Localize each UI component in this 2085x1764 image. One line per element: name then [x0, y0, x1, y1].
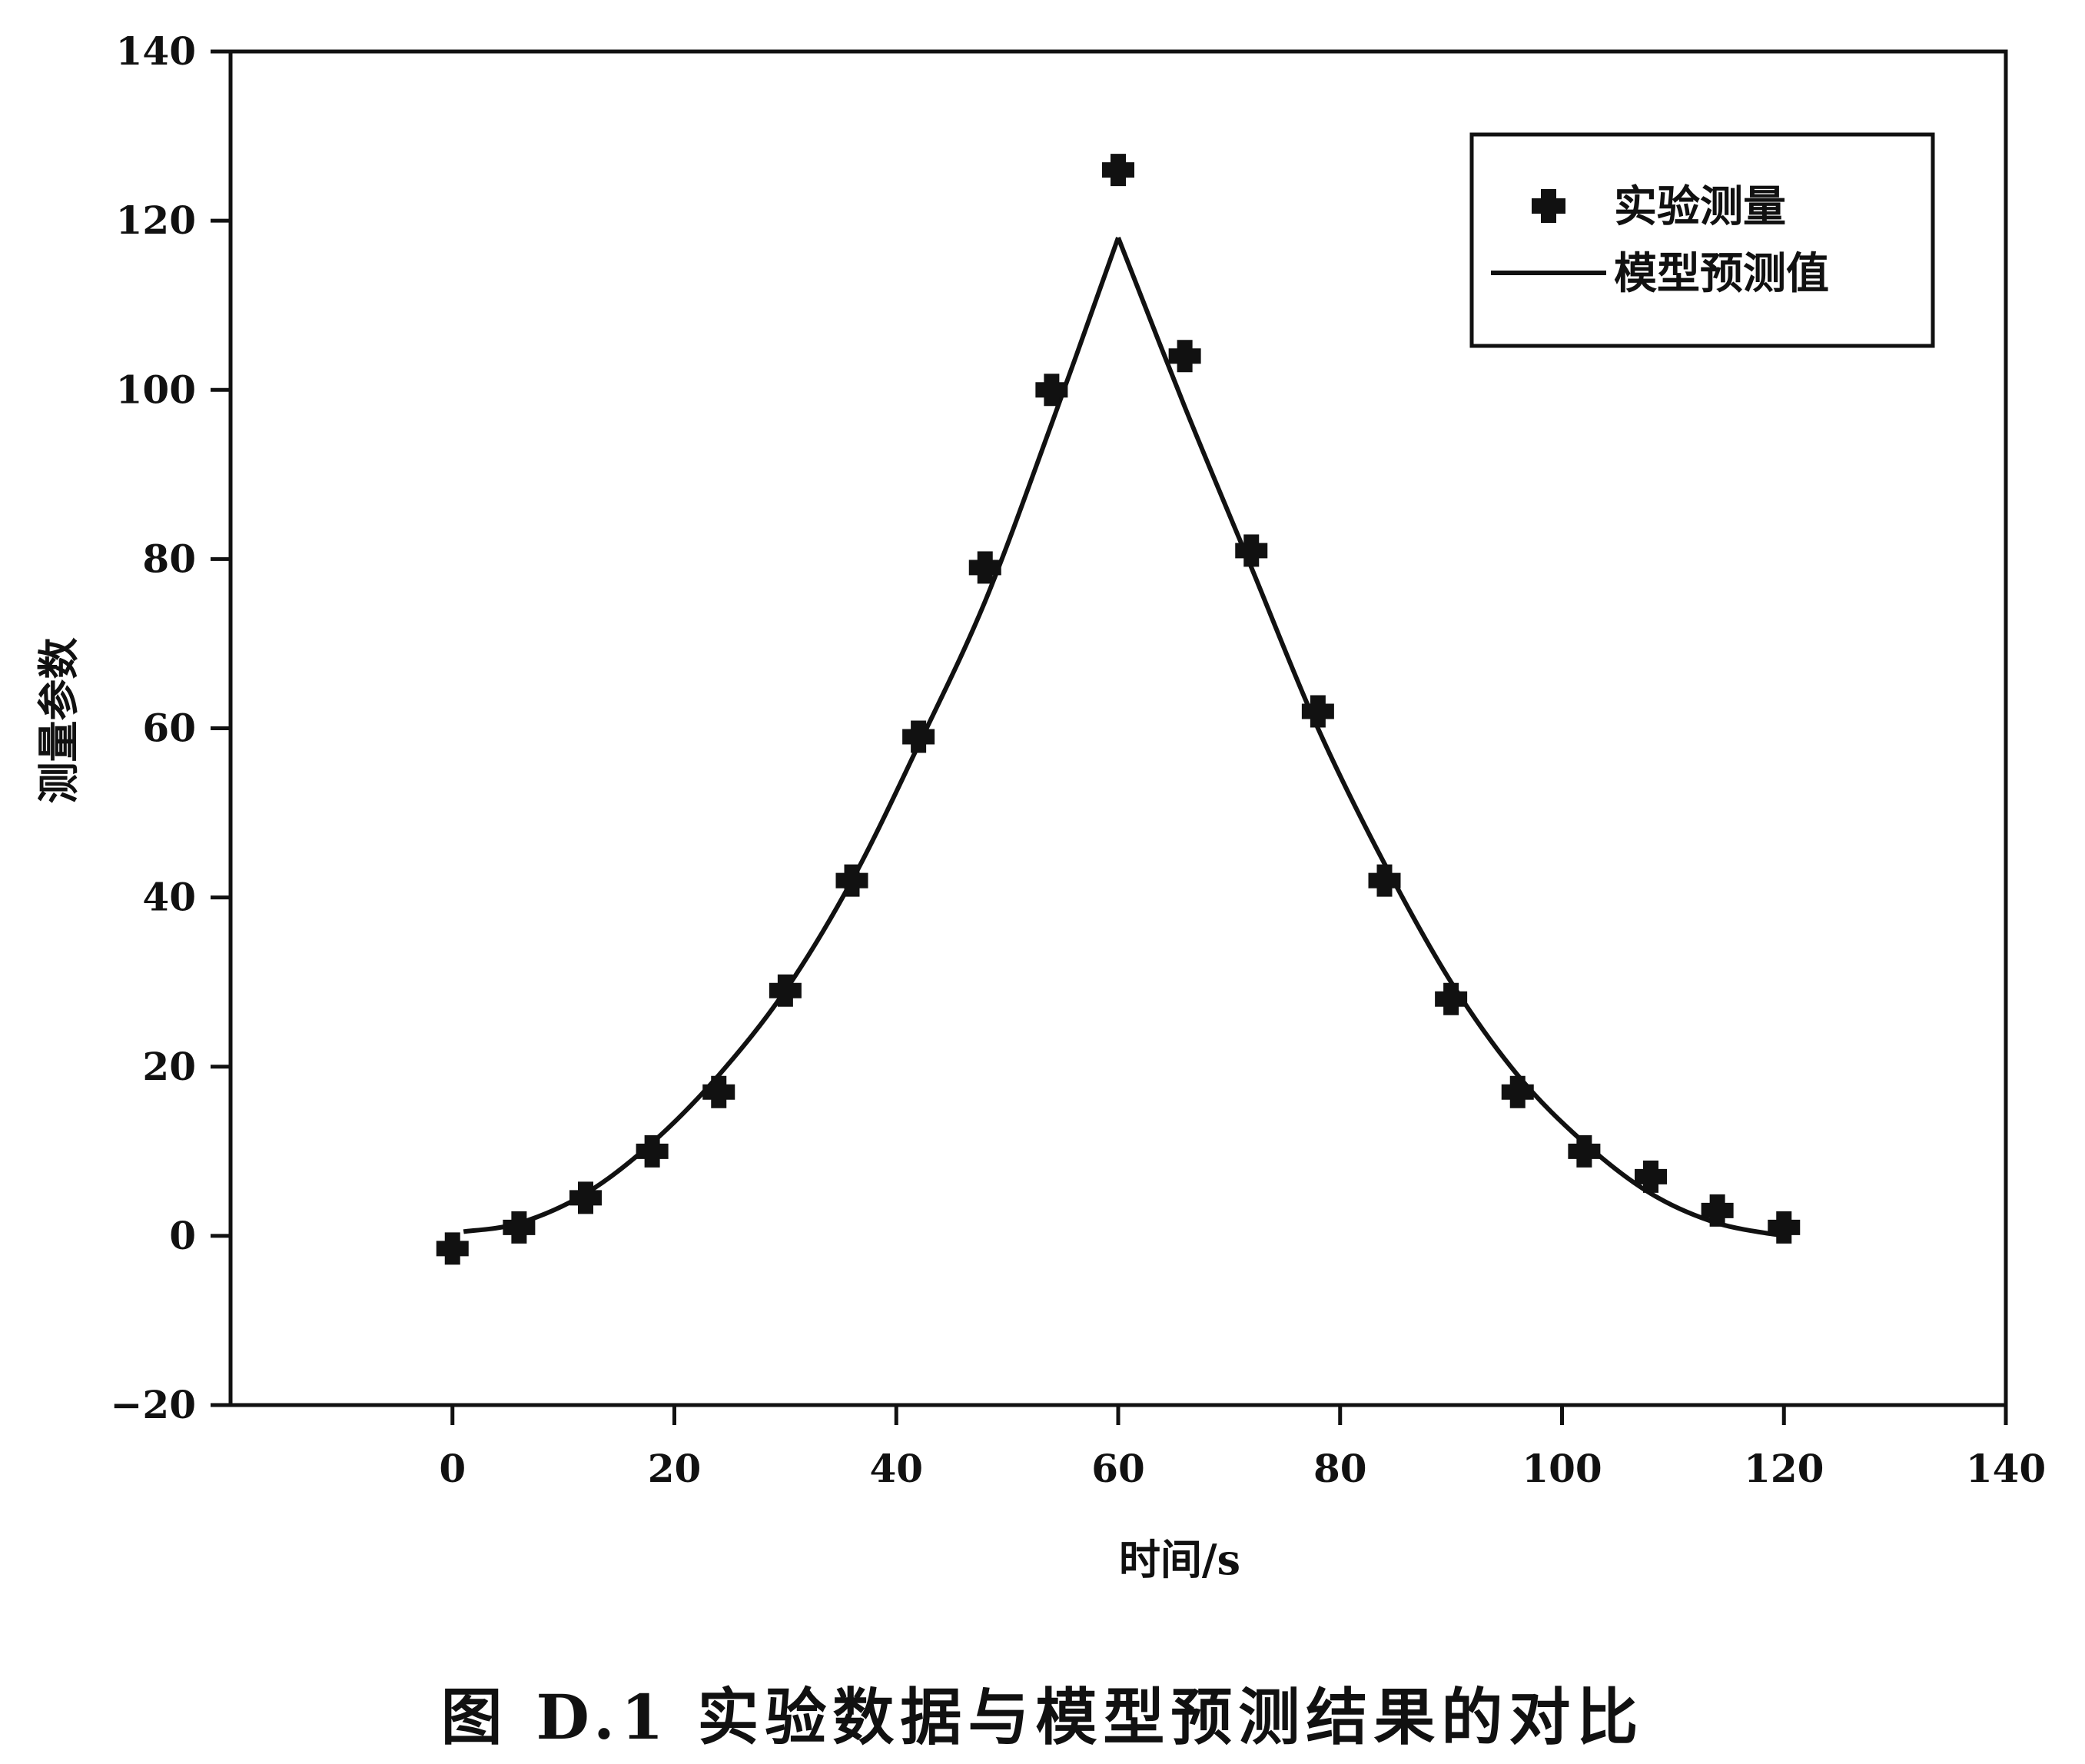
model-line-rising — [463, 237, 1121, 1234]
data-point — [1701, 1194, 1734, 1227]
x-tick-label: 20 — [648, 1446, 702, 1491]
data-point — [702, 1075, 735, 1108]
legend-entry-measured: 实验测量 — [1614, 181, 1786, 232]
data-point — [1568, 1134, 1601, 1168]
ticks: 0 20 40 60 80 100 120 140 −20 0 20 40 60 80 100 120 140 — [111, 28, 2047, 1491]
x-tick-label: 0 — [439, 1446, 466, 1491]
data-point — [1635, 1160, 1667, 1193]
data-point — [636, 1134, 669, 1168]
data-point — [1035, 374, 1068, 407]
data-point — [1368, 864, 1401, 897]
x-tick-label: 40 — [869, 1446, 923, 1491]
measured-series — [436, 154, 1801, 1265]
y-tick-label: 140 — [116, 28, 196, 74]
data-point — [835, 864, 868, 897]
y-tick-label: −20 — [111, 1382, 196, 1427]
data-point — [1768, 1211, 1801, 1244]
y-tick-label: 20 — [142, 1044, 196, 1089]
data-point — [769, 974, 802, 1007]
data-point — [1168, 340, 1201, 373]
figure-caption: 图 D.1 实验数据与模型预测结果的对比 — [440, 1681, 1645, 1753]
model-series — [463, 237, 1785, 1238]
y-tick-label: 120 — [116, 198, 196, 243]
x-tick-label: 120 — [1744, 1446, 1824, 1491]
data-point — [1435, 982, 1468, 1015]
y-tick-label: 40 — [142, 875, 196, 920]
x-tick-label: 140 — [1966, 1446, 2046, 1491]
y-tick-label: 100 — [116, 367, 196, 412]
x-tick-label: 100 — [1522, 1446, 1602, 1491]
y-axis-label: 测量参数 — [34, 638, 83, 804]
data-point — [968, 551, 1001, 584]
data-point — [1235, 534, 1268, 567]
data-point — [1102, 154, 1134, 187]
model-line-falling — [1116, 237, 1785, 1238]
data-point — [1301, 695, 1334, 728]
legend: 实验测量 模型预测值 — [1469, 132, 1935, 348]
legend-box — [1469, 132, 1935, 348]
legend-marker-measured — [1532, 189, 1565, 223]
data-point — [436, 1232, 469, 1265]
y-tick-label: 80 — [142, 536, 196, 581]
legend-entry-model: 模型预测值 — [1614, 248, 1829, 299]
data-point — [902, 720, 935, 753]
data-point — [1501, 1075, 1534, 1108]
x-tick-label: 60 — [1091, 1446, 1145, 1491]
data-point — [503, 1211, 536, 1244]
x-axis-label: 时间/s — [1119, 1535, 1240, 1584]
y-tick-label: 60 — [142, 706, 196, 751]
data-point — [569, 1181, 602, 1214]
x-tick-label: 80 — [1313, 1446, 1367, 1491]
y-tick-label: 0 — [169, 1213, 196, 1258]
